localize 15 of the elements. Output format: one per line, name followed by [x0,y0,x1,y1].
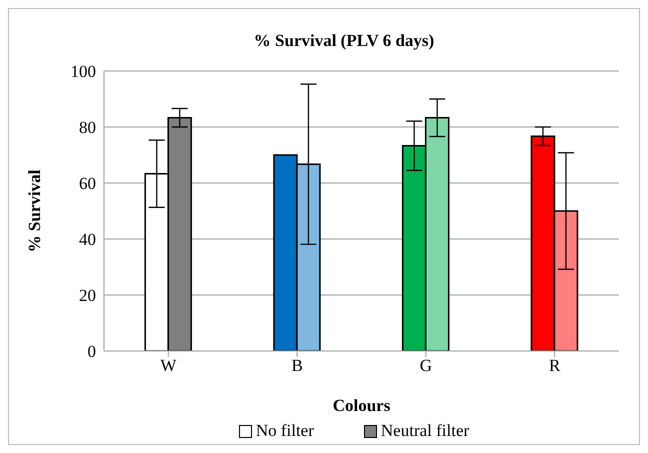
x-tick-label: G [420,356,432,376]
y-tick-label: 60 [79,174,96,194]
legend-label: Neutral filter [380,421,470,441]
y-tick-label: 80 [79,118,96,138]
y-axis-title: % Survival [25,169,44,252]
y-tick-label: 20 [79,286,96,306]
x-tick-label: W [160,356,178,376]
legend-label: No filter [256,421,314,441]
x-tick-label: R [548,356,561,376]
y-tick-label: 100 [70,62,96,82]
x-tick-label: B [291,356,303,376]
chart-title: % Survival (PLV 6 days) [252,31,436,51]
x-axis-title: Colours [332,396,391,415]
y-tick-label: 40 [79,230,96,250]
y-tick-label: 0 [88,342,96,362]
